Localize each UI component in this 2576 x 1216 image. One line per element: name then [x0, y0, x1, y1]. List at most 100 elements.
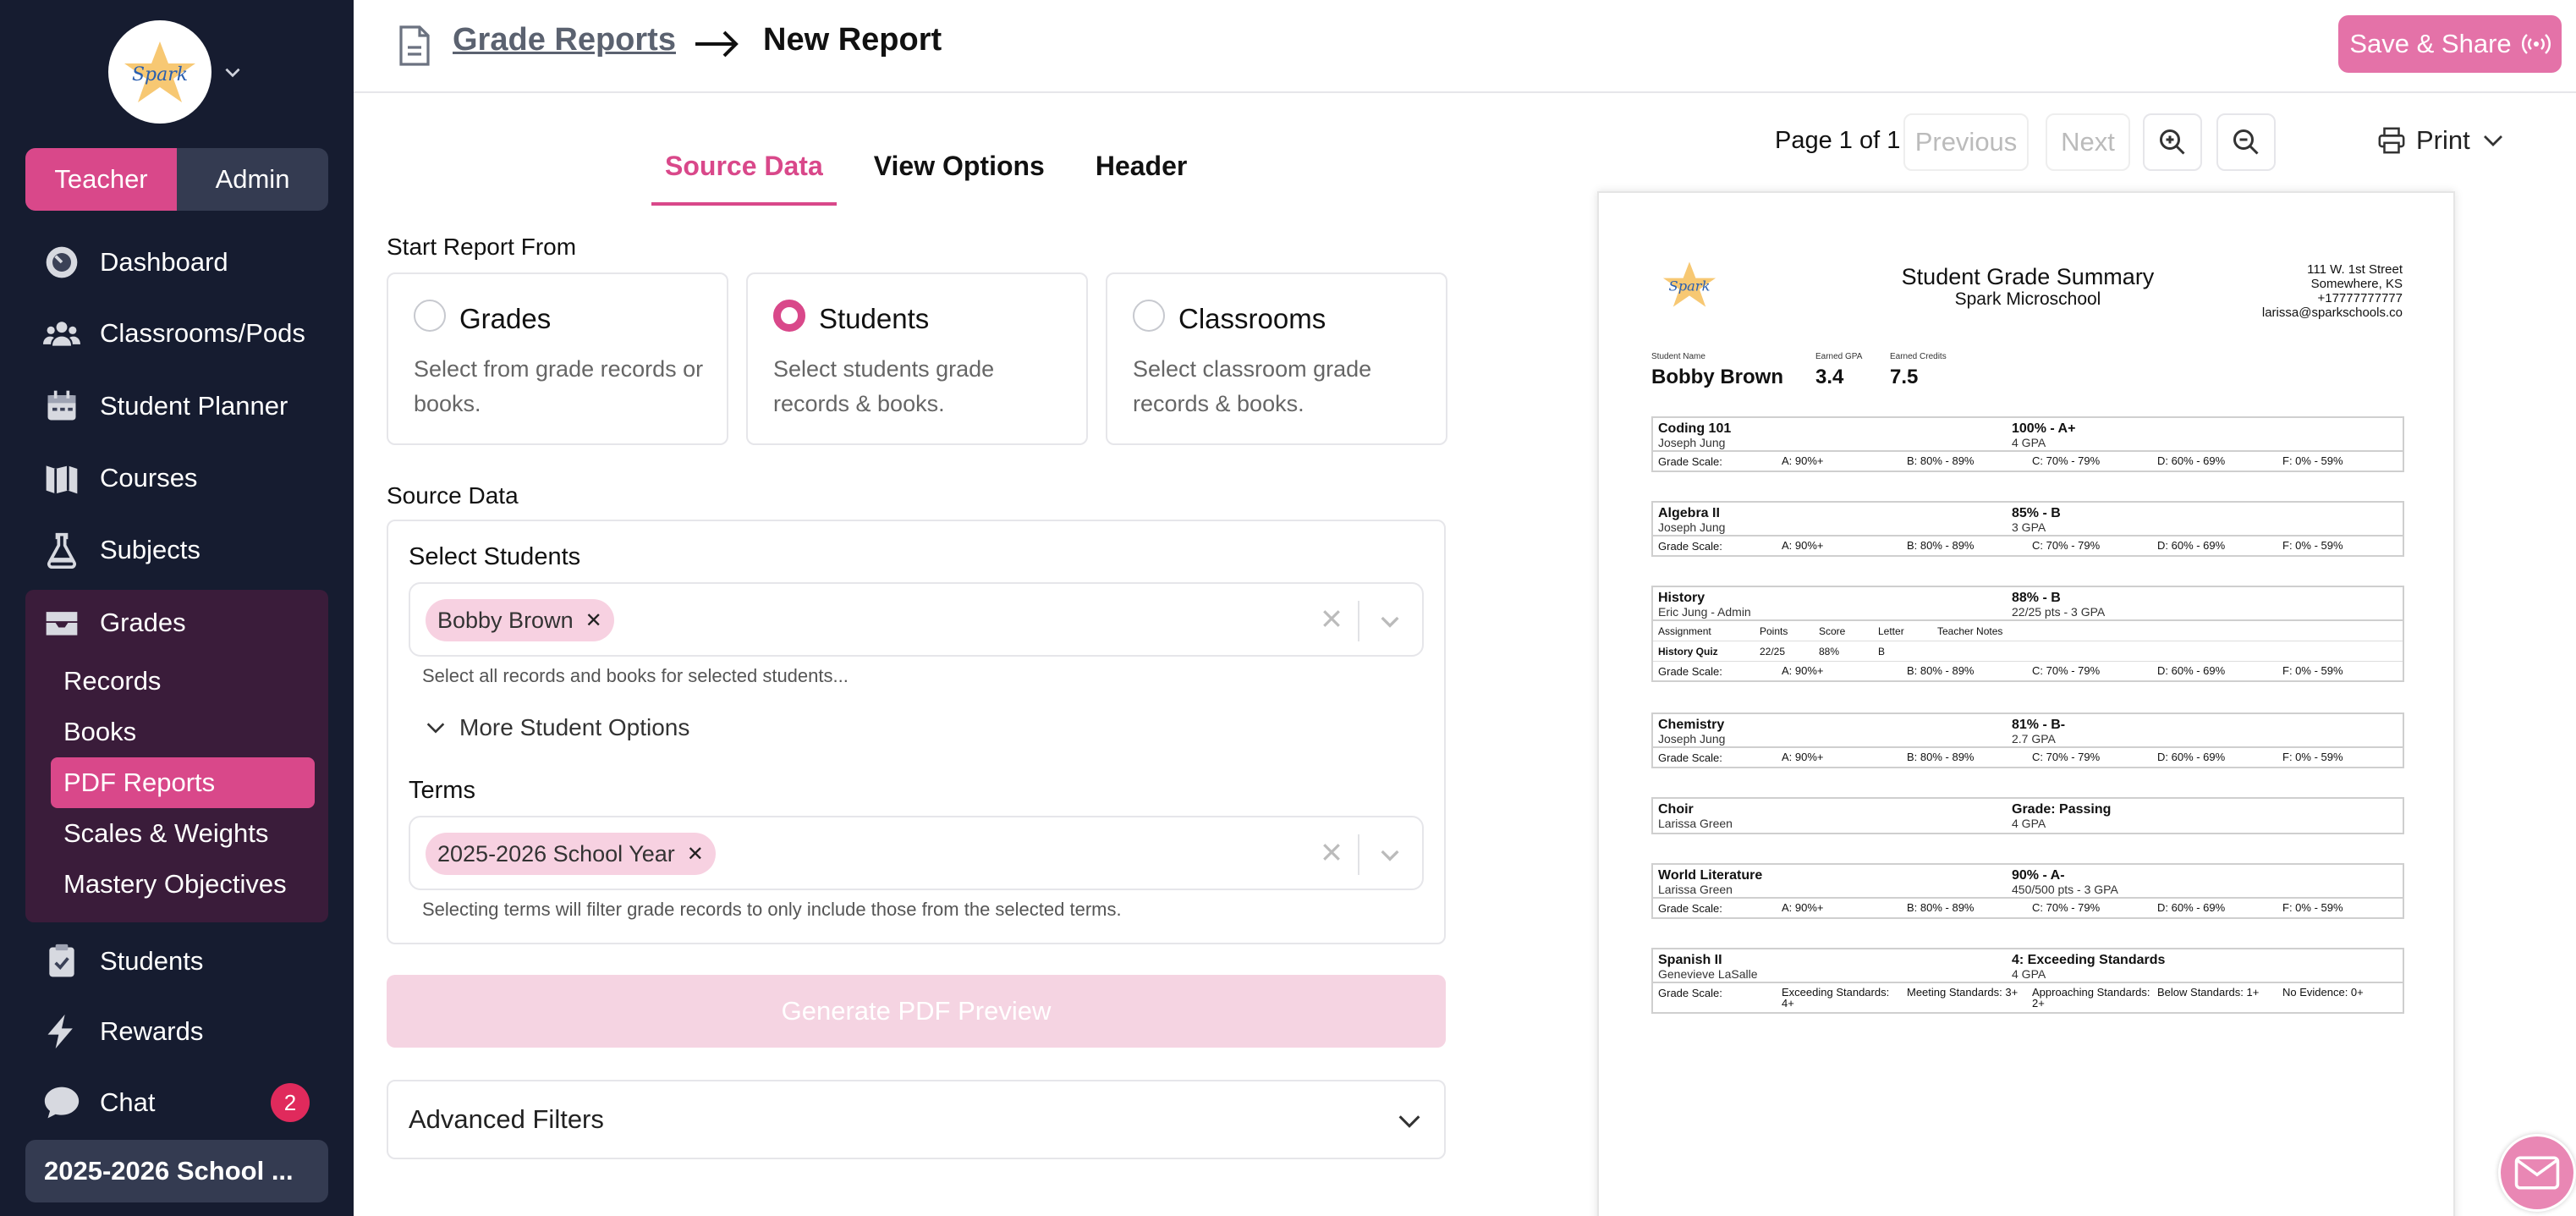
terms-select[interactable]: 2025-2026 School Year ✕: [409, 816, 1424, 890]
sidebar-sub-books[interactable]: Books: [63, 717, 137, 746]
grade-scale-item: B: 80% - 89%: [1907, 664, 1975, 677]
term-chip: 2025-2026 School Year ✕: [426, 833, 716, 875]
arrow-right-icon: [695, 30, 739, 58]
school-year-selector[interactable]: 2025-2026 School ...: [25, 1140, 328, 1202]
next-page-button[interactable]: Next: [2046, 113, 2130, 171]
grade-scale-item: Exceeding Standards: 4+: [1782, 986, 1890, 1010]
grades-section: [25, 590, 328, 922]
zoom-in-button[interactable]: [2143, 113, 2202, 171]
sidebar-item-label: Classrooms/Pods: [100, 318, 305, 348]
assignment-row: History Quiz 22/25 88% B: [1653, 641, 2403, 662]
grade-scale-item: C: 70% - 79%: [2032, 901, 2101, 914]
radio-classrooms[interactable]: [1133, 300, 1165, 332]
course-gpa: 4 GPA: [2012, 436, 2046, 449]
document-icon: [399, 25, 430, 66]
course-teacher: Larissa Green: [1658, 817, 1733, 830]
sidebar-item-chat[interactable]: Chat: [42, 1077, 155, 1128]
sidebar-sub-pdf-reports[interactable]: PDF Reports: [51, 757, 315, 808]
course-grade: 81% - B-: [2012, 718, 2066, 732]
contact-fab[interactable]: [2498, 1134, 2576, 1212]
sidebar-item-student-planner[interactable]: Student Planner: [42, 381, 288, 432]
grade-scale-row: Grade Scale: Exceeding Standards: 4+ Meeti…: [1653, 983, 2403, 1012]
grade-scale-item: No Evidence: 0+: [2282, 986, 2364, 999]
clear-icon[interactable]: [1319, 606, 1344, 631]
option-title: Classrooms: [1178, 303, 1326, 334]
more-student-options[interactable]: More Student Options: [424, 714, 689, 741]
zoom-out-button[interactable]: [2216, 113, 2276, 171]
remove-chip-icon[interactable]: ✕: [585, 608, 602, 632]
radio-students[interactable]: [773, 300, 805, 332]
previous-page-button[interactable]: Previous: [1903, 113, 2029, 171]
student-name-label: Student Name: [1651, 352, 1705, 361]
grade-scale-item: A: 90%+: [1782, 664, 1824, 677]
advanced-filters[interactable]: Advanced Filters: [387, 1080, 1446, 1159]
radio-grades[interactable]: [414, 300, 446, 332]
select-students-label: Select Students: [409, 543, 581, 570]
breadcrumb-grade-reports[interactable]: Grade Reports: [453, 22, 676, 58]
role-teacher[interactable]: Teacher: [25, 148, 177, 211]
sidebar-item-label: Students: [100, 946, 204, 976]
sidebar-sub-mastery-objectives[interactable]: Mastery Objectives: [63, 869, 287, 899]
sidebar-item-classrooms[interactable]: Classrooms/Pods: [42, 308, 305, 359]
sidebar-item-subjects[interactable]: Subjects: [42, 525, 200, 575]
sidebar-sub-scales-weights[interactable]: Scales & Weights: [63, 818, 269, 848]
users-icon: [42, 314, 81, 353]
clipboard-check-icon: [42, 942, 81, 981]
tab-header[interactable]: Header: [1095, 151, 1188, 181]
earned-gpa-label: Earned GPA: [1815, 352, 1863, 361]
spark-logo-icon: Spark: [1662, 261, 1716, 307]
chevron-down-icon[interactable]: [1376, 608, 1403, 635]
grade-scale-item: C: 70% - 79%: [2032, 539, 2101, 552]
sidebar-item-dashboard[interactable]: Dashboard: [42, 237, 228, 288]
course-gpa: 3 GPA: [2012, 520, 2046, 534]
course-name: History: [1658, 591, 1705, 605]
start-option-classrooms[interactable]: Classrooms Select classroom grade record…: [1106, 272, 1447, 445]
report-course: Choir Larissa Green Grade: Passing 4 GPA: [1651, 797, 2404, 834]
school-logo[interactable]: Spark: [108, 20, 211, 124]
course-gpa: 450/500 pts - 3 GPA: [2012, 883, 2118, 896]
sidebar-item-students[interactable]: Students: [42, 936, 203, 987]
grade-scale-row: Grade Scale: A: 90%+ B: 80% - 89% C: 70% - …: [1653, 536, 2403, 555]
sidebar-item-courses[interactable]: Courses: [42, 453, 197, 503]
generate-pdf-preview-button[interactable]: Generate PDF Preview: [387, 975, 1446, 1048]
zoom-in-icon: [2160, 129, 2185, 155]
grade-scale-item: D: 60% - 69%: [2157, 664, 2226, 677]
sidebar-item-rewards[interactable]: Rewards: [42, 1006, 203, 1057]
course-name: Choir: [1658, 802, 1694, 817]
start-option-grades[interactable]: Grades Select from grade records or book…: [387, 272, 728, 445]
more-options-label: More Student Options: [459, 714, 690, 740]
role-admin[interactable]: Admin: [215, 164, 290, 194]
grade-scale-item: Meeting Standards: 3+: [1907, 986, 2019, 999]
broadcast-icon: [2521, 34, 2551, 54]
student-name-value: Bobby Brown: [1651, 366, 1783, 388]
save-share-button[interactable]: Save & Share: [2338, 15, 2562, 73]
lightning-icon: [42, 1012, 81, 1051]
tab-source-data[interactable]: Source Data: [651, 144, 837, 206]
students-select[interactable]: Bobby Brown ✕: [409, 582, 1424, 657]
course-gpa: 22/25 pts - 3 GPA: [2012, 605, 2106, 619]
grade-scale-item: A: 90%+: [1782, 454, 1824, 467]
select-divider: [1358, 601, 1359, 641]
sidebar-item-label: Courses: [100, 463, 198, 492]
grade-scale-item: F: 0% - 59%: [2282, 901, 2343, 914]
sidebar-sub-records[interactable]: Records: [63, 666, 162, 696]
chevron-down-icon[interactable]: [1376, 841, 1403, 868]
course-name: World Literature: [1658, 868, 1763, 883]
sidebar-item-grades[interactable]: Grades: [42, 597, 186, 648]
print-button[interactable]: Print: [2377, 125, 2506, 156]
clear-icon[interactable]: [1319, 839, 1344, 865]
tab-view-options[interactable]: View Options: [873, 151, 1045, 181]
chevron-down-icon[interactable]: [222, 61, 244, 83]
student-chip: Bobby Brown ✕: [426, 599, 614, 641]
grade-scale-item: D: 60% - 69%: [2157, 539, 2226, 552]
start-option-students[interactable]: Students Select students grade records &…: [746, 272, 1088, 445]
earned-credits-value: 7.5: [1890, 366, 1919, 388]
source-data-panel: Select Students Bobby Brown ✕ Select all…: [387, 520, 1446, 944]
remove-chip-icon[interactable]: ✕: [686, 842, 704, 866]
grade-scale-item: D: 60% - 69%: [2157, 901, 2226, 914]
grade-scale-item: C: 70% - 79%: [2032, 751, 2101, 763]
report-course: History Eric Jung - Admin 88% - B 22/25 pts…: [1651, 586, 2404, 682]
grade-scale-item: D: 60% - 69%: [2157, 454, 2226, 467]
printer-icon: [2378, 127, 2405, 154]
